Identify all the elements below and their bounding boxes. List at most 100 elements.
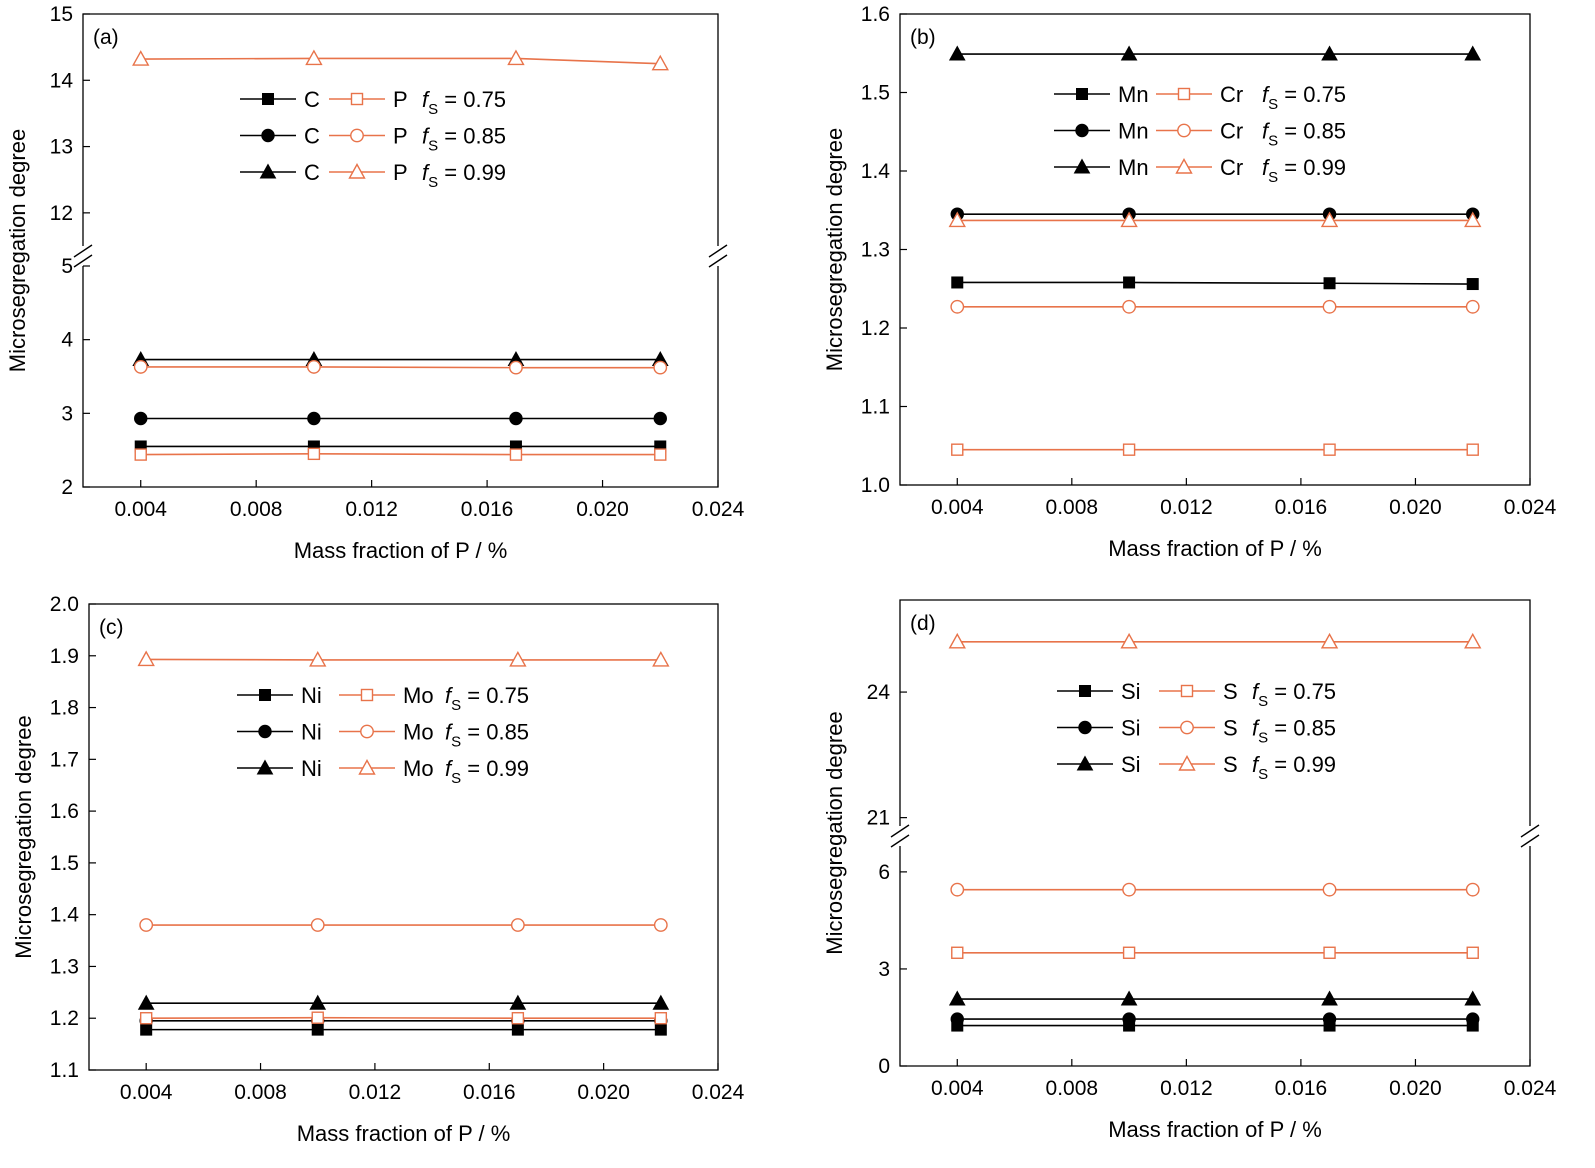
legend-fs-value: 0.85 <box>463 124 506 149</box>
data-point <box>1122 443 1136 456</box>
y-tick-label: 1.4 <box>861 160 891 183</box>
y-tick-label: 2 <box>61 476 73 499</box>
legend-fs-label: fS = 0.85 <box>422 124 506 155</box>
y-tick-label: 6 <box>878 861 890 884</box>
data-point <box>1464 211 1482 228</box>
data-point <box>1465 299 1480 314</box>
data-point <box>137 994 155 1010</box>
data-point <box>509 448 523 461</box>
series-line <box>140 453 661 456</box>
legend-fs-label: fS = 0.75 <box>1262 82 1346 113</box>
data-point <box>1323 443 1336 456</box>
y-tick-label: 1.4 <box>50 904 80 927</box>
data-point <box>310 918 325 932</box>
data-point <box>139 918 154 932</box>
legend-label: P <box>393 87 408 112</box>
legend-fs-value: 0.85 <box>1293 716 1336 741</box>
legend-entry: Ni Mo fS = 0.85 <box>237 720 529 751</box>
data-point <box>1466 278 1479 291</box>
y-tick-label: 1.2 <box>861 317 890 340</box>
legend-fs-label: fS = 0.99 <box>1252 752 1336 783</box>
legend-fs-value: 0.75 <box>463 87 506 112</box>
y-tick-label: 13 <box>50 136 73 159</box>
x-tick-label: 0.012 <box>345 498 398 521</box>
x-tick-label: 0.004 <box>931 496 984 519</box>
y-tick-label: 1.3 <box>861 239 890 262</box>
data-point <box>1120 990 1138 1006</box>
chart-panel-3: 1.1 1.2 1.3 1.4 1.5 1.6 1.7 1.8 1.9 2.0 0.004 0.008… <box>11 593 745 1146</box>
x-tick-label: 0.024 <box>692 1081 745 1104</box>
legend-label: S <box>1223 679 1238 704</box>
legend-fs-label: fS = 0.75 <box>445 683 529 714</box>
y-tick-label: 1.8 <box>50 697 79 720</box>
y-tick-label: 1.6 <box>50 800 79 823</box>
x-tick-label: 0.012 <box>1160 1077 1213 1100</box>
y-tick-label: 1.9 <box>50 645 79 668</box>
data-point <box>948 211 966 228</box>
legend-fs-label: fS = 0.99 <box>422 160 506 191</box>
data-point <box>137 650 155 667</box>
legend-marker <box>259 689 271 701</box>
data-point <box>311 1011 324 1024</box>
plot-frame-upper <box>82 13 719 246</box>
y-axis-title: Microsegregation degree <box>11 715 36 958</box>
x-tick-label: 0.004 <box>931 1077 984 1100</box>
data-point <box>651 54 669 71</box>
x-axis-title: Mass fraction of P / % <box>297 1121 511 1146</box>
data-point <box>1123 276 1136 289</box>
y-tick-label: 3 <box>878 958 890 981</box>
legend-marker <box>1078 720 1092 735</box>
x-tick-label: 0.020 <box>576 498 629 521</box>
axis-break-mark <box>1520 834 1540 848</box>
series-Cr-fs-0.75 <box>951 443 1479 456</box>
x-axis-title: Mass fraction of P / % <box>294 538 508 563</box>
data-point <box>507 49 525 66</box>
legend-marker <box>348 163 366 179</box>
series-P-fs-0.85 <box>133 360 668 375</box>
legend-entry: Mn Cr fS = 0.99 <box>1054 155 1346 186</box>
data-point <box>1466 443 1479 456</box>
series-Ni-fs-0.85 <box>139 1014 668 1028</box>
axis-break-mark <box>708 244 728 258</box>
legend-marker <box>256 759 274 775</box>
data-point <box>307 360 321 374</box>
legend-label: C <box>304 124 320 149</box>
legend-fs-value: 0.75 <box>486 683 529 708</box>
data-point <box>950 299 965 314</box>
legend-marker <box>360 724 374 739</box>
data-point <box>654 1012 668 1025</box>
data-point <box>1465 882 1480 897</box>
legend-label: Ni <box>301 720 322 745</box>
data-point <box>1120 45 1138 61</box>
x-tick-label: 0.016 <box>1275 496 1328 519</box>
x-axis-title: Mass fraction of P / % <box>1108 536 1322 561</box>
series-C-fs-0.99 <box>132 351 669 367</box>
y-tick-label: 1.1 <box>861 396 890 419</box>
legend-label: Mn <box>1118 82 1149 107</box>
y-tick-label: 1.7 <box>50 748 79 771</box>
legend-fs-label: fS = 0.85 <box>1262 119 1346 150</box>
x-tick-label: 0.004 <box>114 498 167 521</box>
legend-marker <box>1177 123 1191 138</box>
data-point <box>1320 632 1339 649</box>
series-Mn-fs-0.75 <box>951 276 1479 291</box>
x-tick-label: 0.020 <box>1389 1077 1442 1100</box>
y-axis-title: Microsegregation degree <box>822 711 847 954</box>
y-tick-label: 3 <box>61 402 73 425</box>
x-axis-title: Mass fraction of P / % <box>1108 1117 1322 1142</box>
series-line <box>146 1016 661 1020</box>
data-point <box>134 448 147 461</box>
x-tick-label: 0.020 <box>1389 496 1442 519</box>
data-point <box>1322 1012 1337 1026</box>
legend-fs-value: 0.75 <box>1303 82 1346 107</box>
legend-marker <box>350 92 364 106</box>
x-tick-label: 0.024 <box>1504 1077 1557 1100</box>
legend-marker <box>360 688 374 702</box>
data-point <box>134 411 148 426</box>
chart-panel-2: 1.0 1.1 1.2 1.3 1.4 1.5 1.6 0.004 0.008 0.012 0.01… <box>822 3 1557 561</box>
legend-label: Ni <box>301 683 322 708</box>
x-tick-label: 0.016 <box>463 1081 516 1104</box>
